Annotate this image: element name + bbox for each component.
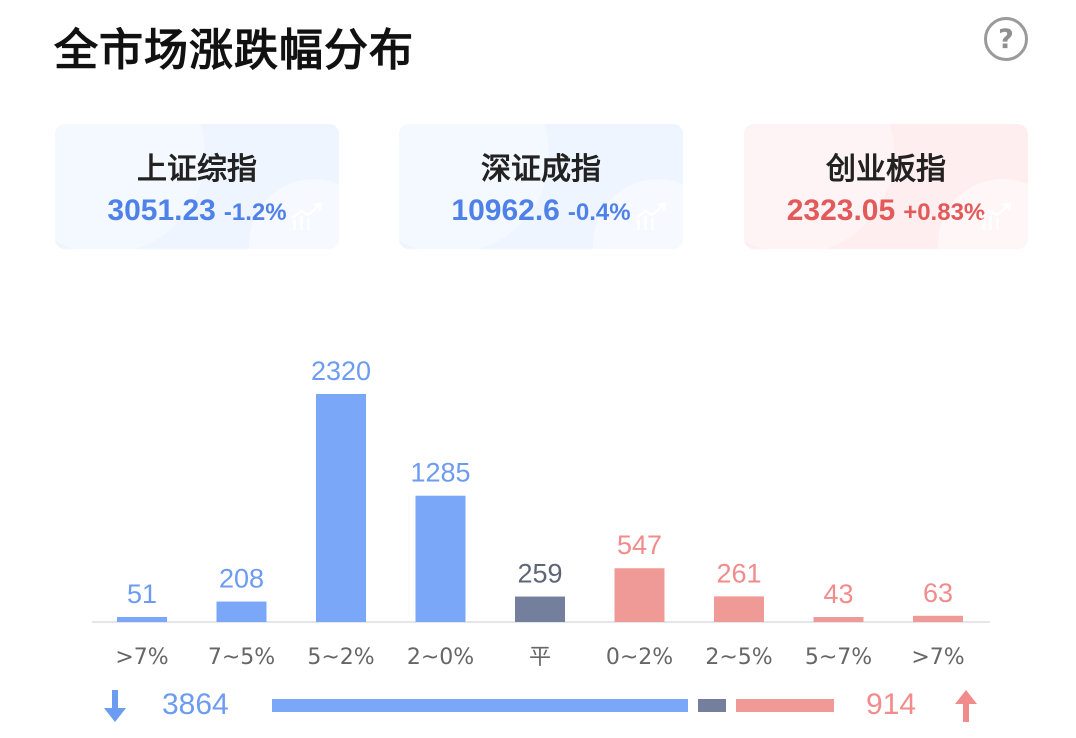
category-label: >7% [911, 645, 964, 670]
help-icon[interactable]: ? [984, 17, 1028, 61]
bar-value-label: 43 [823, 579, 853, 609]
index-name: 上证综指 [137, 152, 257, 187]
category-label: 平 [529, 645, 551, 670]
arrow-down-icon [104, 690, 126, 722]
decline-ratio-bar [272, 699, 688, 712]
category-label: 2~5% [705, 645, 772, 670]
index-value-row: 2323.05 +0.83% [744, 194, 1028, 228]
index-value-row: 10962.6 -0.4% [399, 194, 683, 228]
index-value-row: 3051.23 -1.2% [55, 194, 339, 228]
index-change: -1.2% [223, 199, 287, 226]
trend-chart-icon [635, 202, 667, 230]
trend-chart-icon [980, 202, 1012, 230]
bar[interactable] [415, 495, 466, 622]
flat-ratio-bar [697, 699, 726, 712]
page-title: 全市场涨跌幅分布 [54, 25, 414, 76]
bar-value-label: 63 [923, 578, 953, 608]
category-label: 7~5% [208, 645, 275, 670]
distribution-bar-chart: 51 >7% 208 7~5% 2320 5~2% 1285 2~0% 259 平 547 0~2% 2… [92, 356, 990, 670]
index-value: 10962.6 [451, 194, 560, 227]
index-card-chinext[interactable]: 创业板指 2323.05 +0.83% [744, 124, 1028, 249]
index-name: 深证成指 [481, 152, 601, 187]
index-card-szse[interactable]: 深证成指 10962.6 -0.4% [399, 124, 683, 249]
trend-chart-icon [291, 202, 323, 230]
index-name: 创业板指 [826, 152, 946, 187]
advance-count: 914 [866, 688, 917, 721]
bar[interactable] [515, 596, 565, 622]
bar[interactable] [216, 601, 267, 622]
bar-value-label: 208 [219, 564, 264, 594]
index-value: 2323.05 [786, 194, 896, 227]
bar[interactable] [117, 616, 167, 622]
category-label: 0~2% [606, 645, 673, 670]
bar[interactable] [813, 617, 864, 622]
category-label: >7% [115, 645, 168, 670]
category-label: 2~0% [407, 645, 474, 670]
category-label: 5~7% [805, 645, 872, 670]
bar-value-label: 259 [517, 559, 562, 589]
bar-value-label: 51 [127, 579, 157, 609]
bar[interactable] [316, 394, 366, 622]
advance-ratio-bar [735, 699, 834, 712]
bar-value-label: 1285 [410, 458, 470, 488]
index-card-sse[interactable]: 上证综指 3051.23 -1.2% [55, 124, 339, 249]
bar[interactable] [913, 615, 963, 622]
bar-value-label: 547 [617, 530, 662, 560]
index-value: 3051.23 [107, 194, 216, 227]
category-label: 5~2% [307, 645, 374, 670]
bar[interactable] [714, 596, 764, 622]
bar[interactable] [614, 568, 665, 622]
arrow-up-icon [955, 690, 977, 722]
index-change: -0.4% [567, 199, 631, 226]
index-change: +0.83% [903, 199, 986, 226]
bar-value-label: 2320 [311, 356, 371, 386]
decline-count: 3864 [162, 688, 229, 721]
bar-value-label: 261 [716, 558, 761, 588]
